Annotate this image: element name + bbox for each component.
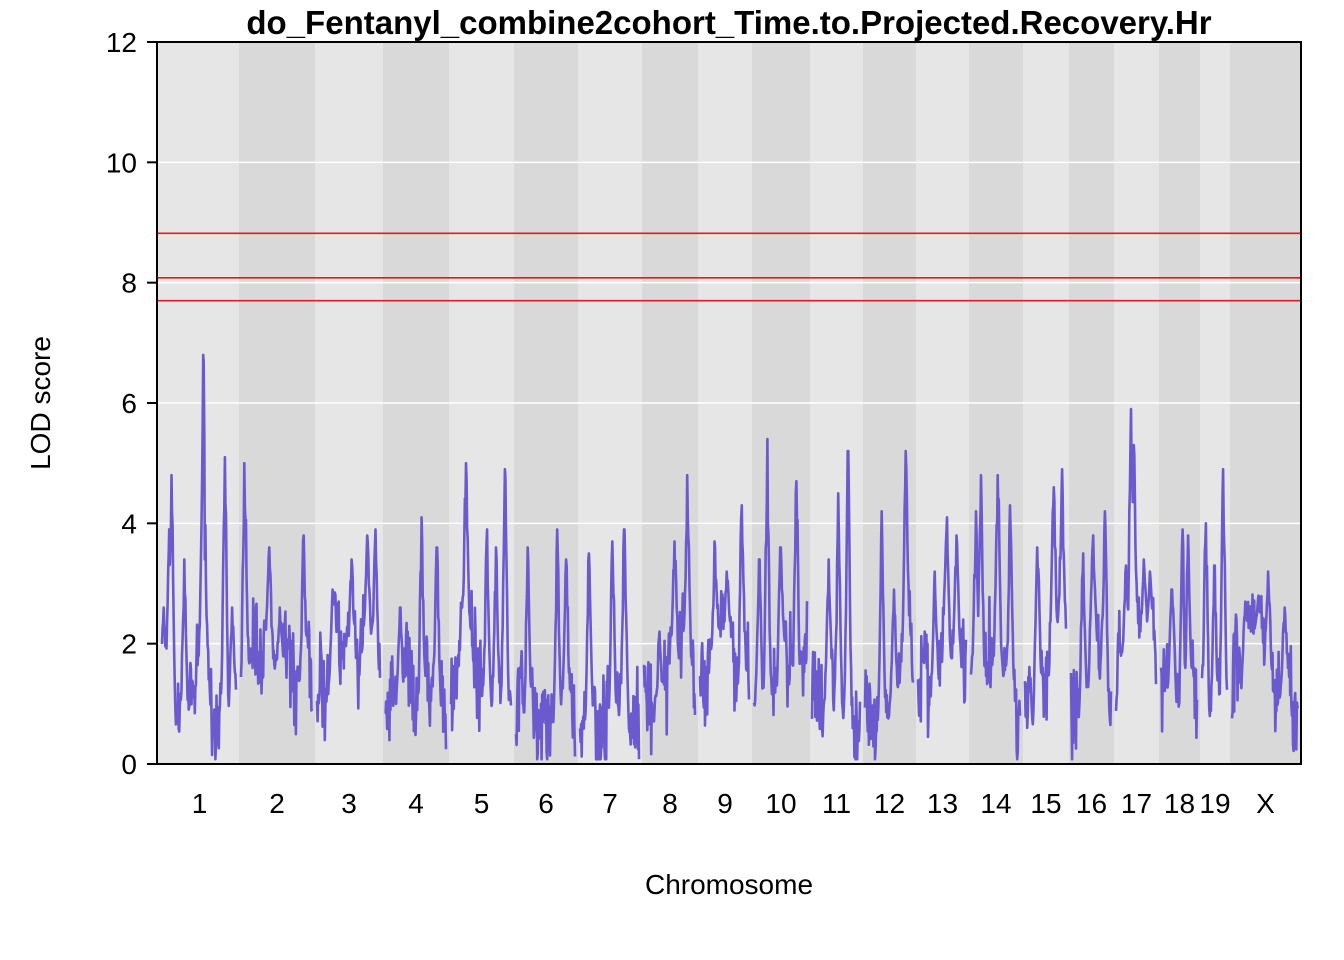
chromosome-label-8: 8: [662, 788, 678, 819]
lod-series-chr-12: [863, 449, 915, 761]
y-tick-label: 4: [121, 508, 137, 539]
chromosome-label-9: 9: [717, 788, 733, 819]
lod-series-chr-19: [1200, 467, 1229, 718]
chart-title: do_Fentanyl_combine2cohort_Time.to.Proje…: [246, 4, 1211, 41]
x-axis: 1 2 3 4 5 6 7 8 9 10 11 12 13 14 15 16 17 18 19 X: [192, 788, 1275, 819]
chromosome-label-5: 5: [474, 788, 490, 819]
x-axis-label: Chromosome: [645, 869, 813, 900]
lod-series-chr-4: [384, 515, 448, 750]
lod-series-chr-5: [449, 461, 513, 733]
chromosome-label-X: X: [1256, 788, 1275, 819]
chromosome-label-15: 15: [1030, 788, 1061, 819]
y-tick-label: 0: [121, 749, 137, 780]
lod-series-chr-1: [160, 353, 238, 761]
y-axis-label: LOD score: [25, 336, 56, 470]
chromosome-label-13: 13: [927, 788, 958, 819]
chromosome-label-10: 10: [765, 788, 796, 819]
y-tick-label: 12: [106, 27, 137, 58]
lod-series-chr-13: [916, 515, 968, 739]
chromosome-label-7: 7: [602, 788, 618, 819]
chromosome-label-3: 3: [341, 788, 357, 819]
y-axis: 0 2 4 6 8 10 12: [106, 27, 157, 780]
chromosome-label-19: 19: [1199, 788, 1230, 819]
chromosome-label-6: 6: [538, 788, 554, 819]
lod-series-chr-10: [752, 437, 809, 717]
lod-series-chr-9: [698, 503, 751, 727]
significance-thresholds: [157, 232, 1301, 302]
lod-series-chr-11: [810, 449, 862, 761]
chromosome-label-16: 16: [1076, 788, 1107, 819]
lod-series-chr-14: [969, 473, 1022, 761]
lod-series-chr-15: [1023, 467, 1068, 730]
lod-series-chr-18: [1159, 528, 1199, 740]
y-tick-label: 8: [121, 268, 137, 299]
chromosome-label-18: 18: [1164, 788, 1195, 819]
y-tick-label: 10: [106, 147, 137, 178]
lod-series-chr-3: [315, 528, 382, 742]
lod-series-chr-7: [578, 528, 641, 761]
chromosome-label-11: 11: [822, 788, 851, 819]
y-tick-label: 6: [121, 388, 137, 419]
lod-series-chr-17: [1114, 407, 1158, 711]
chromosome-label-4: 4: [408, 788, 424, 819]
lod-series-chr-X: [1230, 570, 1300, 753]
chromosome-label-17: 17: [1121, 788, 1152, 819]
chromosome-label-12: 12: [874, 788, 905, 819]
lod-series-chr-16: [1069, 509, 1113, 761]
chromosome-label-14: 14: [980, 788, 1011, 819]
lod-series-chr-6: [514, 528, 577, 761]
chromosome-label-1: 1: [192, 788, 208, 819]
lod-series-chr-8: [642, 473, 697, 756]
lod-series-chr-2: [239, 461, 314, 736]
chromosome-label-2: 2: [269, 788, 285, 819]
lod-curve: [160, 353, 1300, 761]
y-tick-label: 2: [121, 629, 137, 660]
